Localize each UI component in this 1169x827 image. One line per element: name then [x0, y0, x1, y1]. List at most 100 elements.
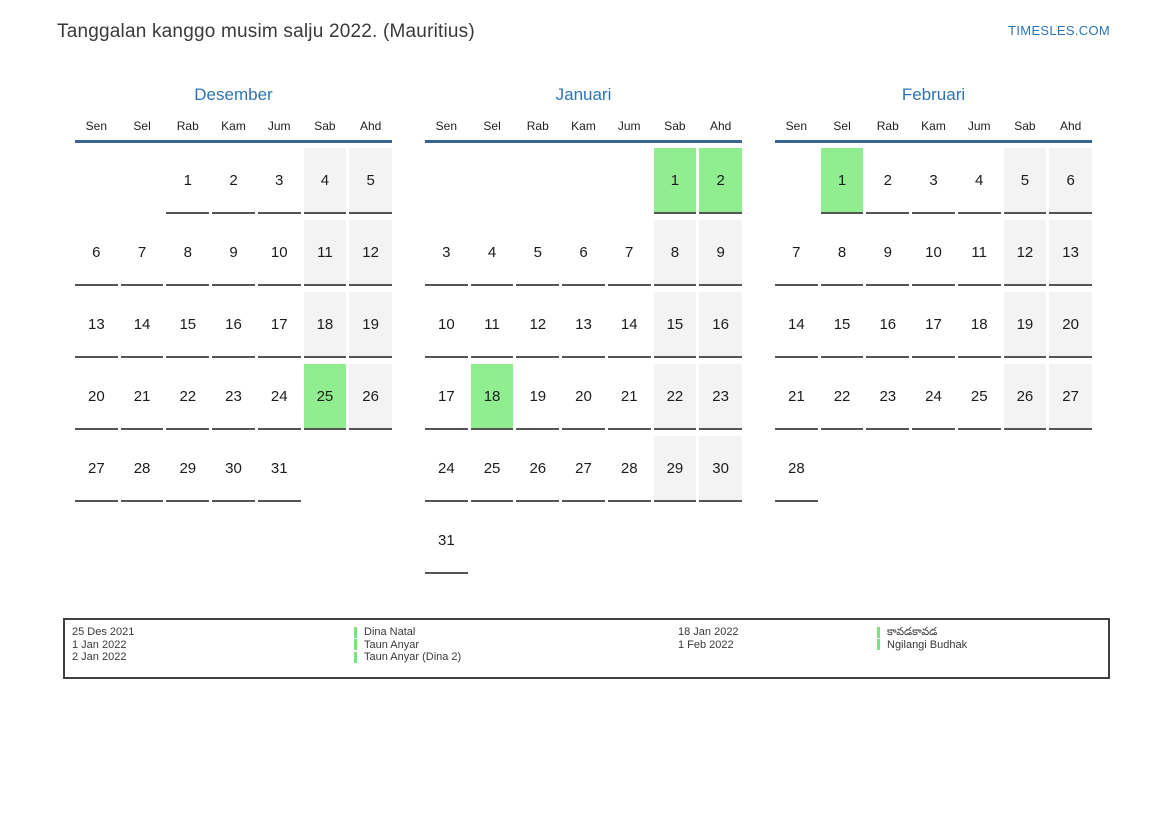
weekday-label: Rab — [176, 119, 199, 133]
day-cell: 24 — [257, 364, 301, 430]
day-cell: 9 — [699, 220, 742, 286]
day-cell: 4 — [303, 148, 347, 214]
day-cell: 14 — [607, 292, 651, 358]
day-grid: 1 2 3 4 5 6 7 8 9 10 11 12 13 14 15 16 17 18 19 20 21 22 23 24 2… — [75, 143, 392, 502]
weekday-label: Sab — [664, 119, 686, 133]
day-cell: 6 — [75, 220, 118, 286]
day-cell: 13 — [75, 292, 118, 358]
legend-dates-column: 18 Jan 2022 1 Feb 2022 — [678, 626, 877, 651]
day-cell: 4 — [957, 148, 1001, 214]
day-cell: 23 — [699, 364, 742, 430]
day-cell: 8 — [653, 220, 697, 286]
empty-cell — [304, 436, 347, 502]
holiday-day-cell: 2 — [699, 148, 742, 214]
day-cell: 14 — [775, 292, 818, 358]
empty-cell — [699, 508, 742, 574]
day-cell: 26 — [349, 364, 392, 430]
day-cell: 25 — [470, 436, 514, 502]
day-cell: 21 — [607, 364, 651, 430]
day-cell: 5 — [1003, 148, 1047, 214]
day-cell: 7 — [775, 220, 818, 286]
day-cell: 12 — [516, 292, 560, 358]
day-cell: 11 — [303, 220, 347, 286]
day-cell: 30 — [699, 436, 742, 502]
day-cell: 2 — [866, 148, 910, 214]
day-cell: 19 — [349, 292, 392, 358]
weekday-label: Jum — [617, 119, 641, 133]
day-cell: 6 — [1049, 148, 1092, 214]
day-cell: 22 — [820, 364, 864, 430]
day-cell: 14 — [120, 292, 164, 358]
month-februari: Februari Sen Sel Rab Kam Jum Sab Ahd 1 2 3 4 5 6 7 8 9 10… — [775, 85, 1092, 569]
legend: 25 Des 2021 1 Jan 2022 2 Jan 2022 Dina Nata… — [63, 618, 1110, 679]
weekday-label: Jum — [967, 119, 991, 133]
day-cell: 12 — [349, 220, 392, 286]
legend-event: Taun Anyar — [354, 639, 678, 652]
empty-cell — [349, 436, 392, 502]
day-cell: 27 — [562, 436, 605, 502]
day-cell: 16 — [212, 292, 255, 358]
month-title: Desember — [194, 85, 273, 104]
day-cell: 5 — [349, 148, 392, 214]
day-cell: 10 — [257, 220, 301, 286]
day-cell: 2 — [212, 148, 255, 214]
weekday-label: Rab — [526, 119, 549, 133]
day-cell: 28 — [607, 436, 651, 502]
weekday-label: Rab — [876, 119, 899, 133]
day-cell: 21 — [775, 364, 818, 430]
day-cell: 20 — [1049, 292, 1092, 358]
day-cell: 6 — [562, 220, 605, 286]
day-cell: 28 — [775, 436, 818, 502]
weekday-label: Kam — [221, 119, 246, 133]
empty-cell — [425, 148, 468, 214]
day-cell: 3 — [912, 148, 955, 214]
legend-date: 2 Jan 2022 — [72, 651, 127, 663]
empty-cell — [654, 508, 697, 574]
day-grid: 1 2 3 4 5 6 7 8 9 10 11 12 13 14 15 16 17 18 19 20 21 22 23 24 2… — [425, 143, 742, 574]
day-cell: 21 — [120, 364, 164, 430]
empty-cell — [775, 148, 818, 214]
legend-date: 25 Des 2021 — [72, 626, 135, 638]
holiday-day-cell: 18 — [470, 364, 514, 430]
legend-dates-column: 25 Des 2021 1 Jan 2022 2 Jan 2022 — [72, 626, 354, 664]
day-cell: 16 — [699, 292, 742, 358]
empty-cell — [866, 436, 909, 502]
site-link[interactable]: TIMESLES.COM — [1008, 23, 1110, 38]
day-cell: 27 — [1049, 364, 1092, 430]
day-cell: 31 — [257, 436, 301, 502]
empty-cell — [608, 148, 651, 214]
legend-events-column: కావడకావడ Ngilangi Budhak — [877, 626, 1102, 651]
page-header: Tanggalan kanggo musim salju 2022. (Maur… — [0, 0, 1169, 43]
day-cell: 31 — [425, 508, 468, 574]
empty-cell — [562, 508, 605, 574]
weekday-label: Sel — [133, 119, 151, 133]
day-cell: 7 — [607, 220, 651, 286]
legend-event-label: Taun Anyar — [364, 638, 420, 651]
empty-cell — [562, 148, 605, 214]
weekday-header: Sen Sel Rab Kam Jum Sab Ahd — [75, 105, 392, 143]
weekday-label: Sel — [833, 119, 851, 133]
legend-events-column: Dina Natal Taun Anyar Taun Anyar (Dina 2) — [354, 626, 678, 664]
day-cell: 8 — [820, 220, 864, 286]
months: Desember Sen Sel Rab Kam Jum Sab Ahd 1 2 3 4 5 6 7 8 9 10… — [75, 85, 1169, 574]
empty-cell — [821, 436, 864, 502]
weekday-label: Jum — [267, 119, 291, 133]
day-cell: 25 — [957, 364, 1001, 430]
day-grid: 1 2 3 4 5 6 7 8 9 10 11 12 13 14 15 16 17 18 19 20 21 22 23 24 2… — [775, 143, 1092, 502]
day-cell: 4 — [470, 220, 514, 286]
weekday-label: Sab — [314, 119, 336, 133]
day-cell: 12 — [1003, 220, 1047, 286]
day-cell: 9 — [866, 220, 910, 286]
month-desember: Desember Sen Sel Rab Kam Jum Sab Ahd 1 2 3 4 5 6 7 8 9 10… — [75, 85, 392, 569]
empty-cell — [958, 436, 1001, 502]
weekday-label: Ahd — [1059, 119, 1082, 133]
weekday-label: Sen — [435, 119, 458, 133]
day-cell: 8 — [166, 220, 210, 286]
day-cell: 22 — [653, 364, 697, 430]
day-cell: 26 — [1003, 364, 1047, 430]
legend-event-label: Taun Anyar (Dina 2) — [364, 651, 462, 663]
empty-cell — [1004, 436, 1047, 502]
day-cell: 5 — [516, 220, 560, 286]
legend-event: Dina Natal — [354, 626, 678, 639]
day-cell: 9 — [212, 220, 255, 286]
